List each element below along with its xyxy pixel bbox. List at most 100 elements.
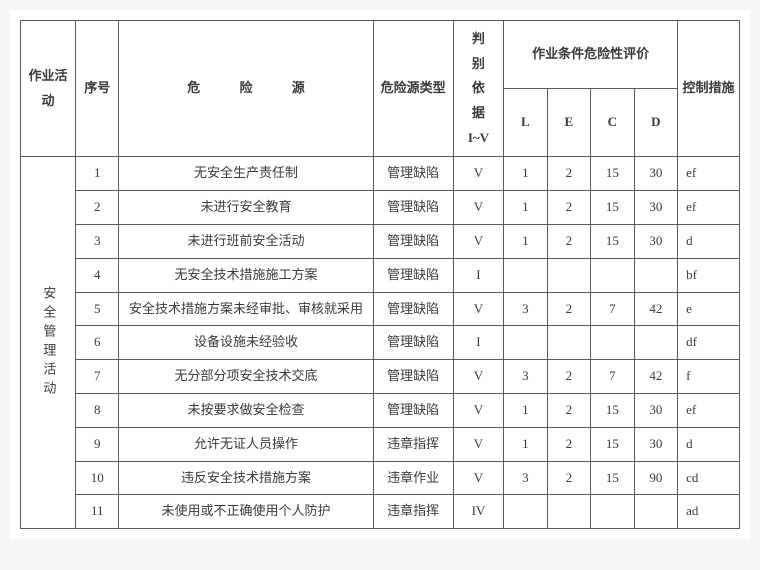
header-row-1: 作业活动 序号 危 险 源 危险源类型 判 别 依 据 [21,21,740,89]
table-row: 7无分部分项安全技术交底管理缺陷V32742f [21,360,740,394]
cell-type: 违章作业 [373,461,453,495]
cell-D: 30 [634,157,678,191]
col-header-L: L [504,89,548,157]
cell-basis: V [453,292,503,326]
cell-ctrl: ef [678,191,740,225]
cell-source: 设备设施未经验收 [119,326,373,360]
cell-D: 30 [634,394,678,428]
cell-type: 违章指挥 [373,427,453,461]
cell-source: 未进行班前安全活动 [119,225,373,259]
cell-type: 管理缺陷 [373,191,453,225]
cell-C: 15 [591,157,635,191]
cell-source: 违反安全技术措施方案 [119,461,373,495]
cell-basis: I [453,258,503,292]
cell-ctrl: ef [678,394,740,428]
ctrl-header-text: 控制措施 [682,78,735,99]
basis-l5: I~V [468,126,489,151]
col-header-D: D [634,89,678,157]
cell-source: 无安全技术措施施工方案 [119,258,373,292]
cell-L: 1 [504,157,548,191]
cell-D: 30 [634,225,678,259]
table-row: 4无安全技术措施施工方案管理缺陷Ibf [21,258,740,292]
cell-type: 管理缺陷 [373,157,453,191]
cell-C [591,258,635,292]
cell-basis: IV [453,495,503,529]
cell-L: 1 [504,427,548,461]
cell-E [547,326,591,360]
table-row: 6设备设施未经验收管理缺陷Idf [21,326,740,360]
cell-ctrl: d [678,225,740,259]
cell-basis: V [453,360,503,394]
cell-ctrl: bf [678,258,740,292]
cell-type: 违章指挥 [373,495,453,529]
cell-L: 1 [504,225,548,259]
cell-E: 2 [547,157,591,191]
cell-C: 7 [591,292,635,326]
cell-type: 管理缺陷 [373,225,453,259]
cell-ctrl: cd [678,461,740,495]
cell-C: 15 [591,427,635,461]
basis-l4: 据 [472,101,485,126]
col-header-C: C [591,89,635,157]
col-header-eval-group: 作业条件危险性评价 [504,21,678,89]
hazard-table: 作业活动 序号 危 险 源 危险源类型 判 别 依 据 [20,20,740,529]
cell-type: 管理缺陷 [373,394,453,428]
cell-type: 管理缺陷 [373,258,453,292]
table-row: 11未使用或不正确使用个人防护违章指挥IVad [21,495,740,529]
cell-E: 2 [547,360,591,394]
activity-group-label: 安全管理活动 [38,286,59,400]
cell-L: 1 [504,191,548,225]
cell-D [634,495,678,529]
cell-basis: V [453,461,503,495]
seq-header-text: 序号 [80,76,115,101]
cell-D [634,326,678,360]
cell-seq: 7 [75,360,119,394]
table-row: 8未按要求做安全检查管理缺陷V121530ef [21,394,740,428]
cell-E: 2 [547,225,591,259]
col-header-activity: 作业活动 [21,21,76,157]
col-header-basis: 判 别 依 据 I~V [453,21,503,157]
cell-basis: I [453,326,503,360]
cell-source: 安全技术措施方案未经审批、审核就采用 [119,292,373,326]
cell-seq: 1 [75,157,119,191]
cell-seq: 8 [75,394,119,428]
source-header-text: 危 险 源 [169,80,323,95]
cell-source: 未使用或不正确使用个人防护 [119,495,373,529]
activity-group-cell: 安全管理活动 [21,157,76,529]
cell-source: 未按要求做安全检查 [119,394,373,428]
cell-C [591,495,635,529]
cell-ctrl: df [678,326,740,360]
basis-l1: 判 [472,27,485,52]
cell-seq: 2 [75,191,119,225]
cell-E: 2 [547,394,591,428]
eval-group-text: 作业条件危险性评价 [508,44,673,65]
cell-seq: 6 [75,326,119,360]
table-row: 2未进行安全教育管理缺陷V121530ef [21,191,740,225]
cell-D: 90 [634,461,678,495]
cell-source: 无分部分项安全技术交底 [119,360,373,394]
cell-E: 2 [547,292,591,326]
cell-seq: 10 [75,461,119,495]
table-header: 作业活动 序号 危 险 源 危险源类型 判 别 依 据 [21,21,740,157]
basis-header-stack: 判 别 依 据 I~V [458,27,499,150]
cell-L: 3 [504,360,548,394]
cell-seq: 3 [75,225,119,259]
cell-ctrl: e [678,292,740,326]
cell-E: 2 [547,427,591,461]
cell-seq: 11 [75,495,119,529]
cell-source: 未进行安全教育 [119,191,373,225]
cell-type: 管理缺陷 [373,292,453,326]
col-header-E: E [547,89,591,157]
cell-L [504,258,548,292]
cell-E: 2 [547,191,591,225]
cell-basis: V [453,157,503,191]
cell-source: 允许无证人员操作 [119,427,373,461]
cell-C: 15 [591,191,635,225]
basis-l3: 依 [472,76,485,101]
cell-D: 30 [634,191,678,225]
cell-E [547,495,591,529]
cell-basis: V [453,427,503,461]
cell-ctrl: ef [678,157,740,191]
cell-C: 15 [591,394,635,428]
cell-source: 无安全生产责任制 [119,157,373,191]
